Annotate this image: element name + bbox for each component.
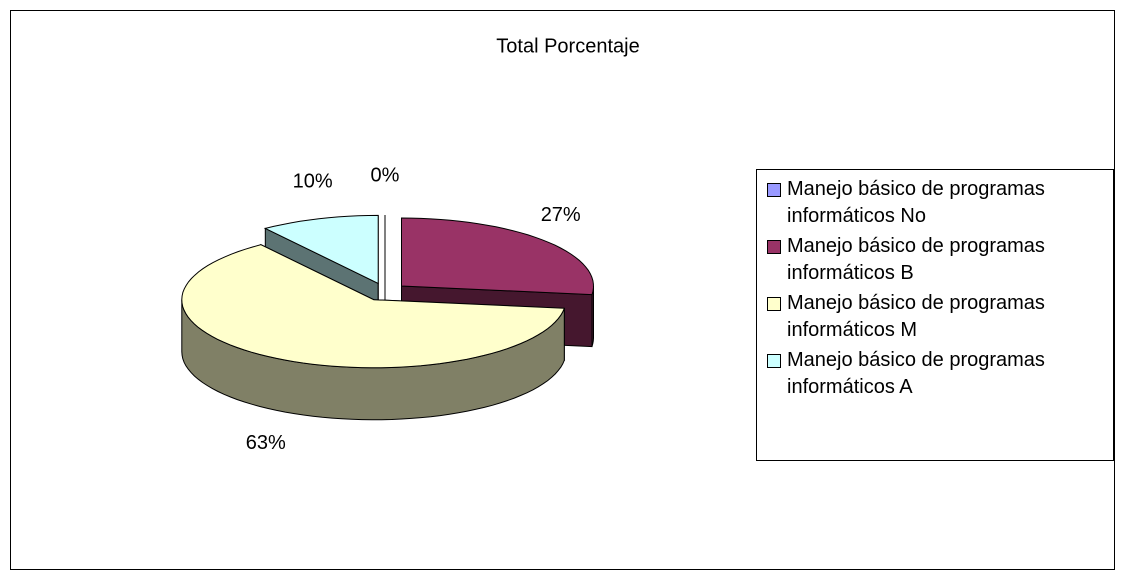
legend-label: Manejo básico de programas informáticos …: [787, 235, 1045, 284]
data-label: 27%: [541, 204, 581, 226]
chart-title: Total Porcentaje: [496, 35, 639, 57]
legend-swatch: [767, 240, 781, 254]
legend-label: Manejo básico de programas informáticos …: [787, 349, 1045, 398]
legend-swatch: [767, 297, 781, 311]
legend-label: Manejo básico de programas informáticos …: [787, 292, 1045, 341]
data-label: 0%: [371, 165, 400, 187]
legend-entry: Manejo básico de programas informáticos …: [767, 233, 1105, 287]
legend-entry: Manejo básico de programas informáticos …: [767, 347, 1105, 401]
data-label: 10%: [293, 170, 333, 192]
legend-entry: Manejo básico de programas informáticos …: [767, 176, 1105, 230]
slice: [263, 214, 379, 285]
legend-swatch: [767, 183, 781, 197]
legend-label: Manejo básico de programas informáticos …: [787, 178, 1045, 227]
legend-entry: Manejo básico de programas informáticos …: [767, 290, 1105, 344]
chart: Total Porcentaje 0% 27% 63% 10%: [181, 35, 640, 454]
legend-swatch: [767, 354, 781, 368]
data-label: 63%: [246, 432, 286, 454]
slice: [401, 217, 595, 296]
slice: [181, 244, 566, 369]
legend: Manejo básico de programas informáticos …: [756, 169, 1114, 461]
